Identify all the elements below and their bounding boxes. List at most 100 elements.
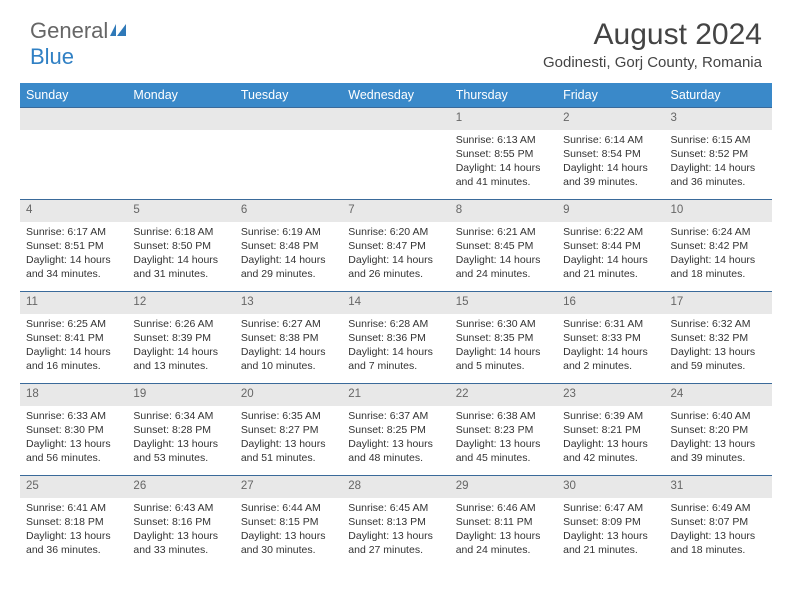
daylight-text: Daylight: 14 hours and 10 minutes. [241,345,336,373]
sunrise-text: Sunrise: 6:45 AM [348,501,443,515]
sunset-text: Sunset: 8:47 PM [348,239,443,253]
day-info-row: Sunrise: 6:13 AMSunset: 8:55 PMDaylight:… [20,130,772,200]
day-info-cell: Sunrise: 6:28 AMSunset: 8:36 PMDaylight:… [342,314,449,384]
day-number-row: 25262728293031 [20,476,772,498]
daylight-text: Daylight: 14 hours and 2 minutes. [563,345,658,373]
day-info-cell: Sunrise: 6:26 AMSunset: 8:39 PMDaylight:… [127,314,234,384]
weekday-header: Tuesday [235,83,342,108]
sunrise-text: Sunrise: 6:37 AM [348,409,443,423]
daylight-text: Daylight: 13 hours and 39 minutes. [671,437,766,465]
logo-flag-icon [110,18,130,43]
day-info-cell: Sunrise: 6:37 AMSunset: 8:25 PMDaylight:… [342,406,449,476]
day-number-cell [20,108,127,130]
day-info-cell: Sunrise: 6:43 AMSunset: 8:16 PMDaylight:… [127,498,234,568]
sunset-text: Sunset: 8:54 PM [563,147,658,161]
daylight-text: Daylight: 14 hours and 26 minutes. [348,253,443,281]
day-number-cell: 29 [450,476,557,498]
day-number-row: 45678910 [20,200,772,222]
sunset-text: Sunset: 8:07 PM [671,515,766,529]
day-info-cell: Sunrise: 6:25 AMSunset: 8:41 PMDaylight:… [20,314,127,384]
day-info-cell [342,130,449,200]
daylight-text: Daylight: 13 hours and 42 minutes. [563,437,658,465]
daylight-text: Daylight: 14 hours and 36 minutes. [671,161,766,189]
sunset-text: Sunset: 8:15 PM [241,515,336,529]
day-info-cell: Sunrise: 6:46 AMSunset: 8:11 PMDaylight:… [450,498,557,568]
day-info-row: Sunrise: 6:17 AMSunset: 8:51 PMDaylight:… [20,222,772,292]
day-number-cell: 31 [665,476,772,498]
day-number-cell: 8 [450,200,557,222]
sunrise-text: Sunrise: 6:34 AM [133,409,228,423]
sunset-text: Sunset: 8:13 PM [348,515,443,529]
sunset-text: Sunset: 8:27 PM [241,423,336,437]
calendar-body: 123Sunrise: 6:13 AMSunset: 8:55 PMDaylig… [20,108,772,568]
day-number-cell: 26 [127,476,234,498]
daylight-text: Daylight: 13 hours and 24 minutes. [456,529,551,557]
sunrise-text: Sunrise: 6:49 AM [671,501,766,515]
day-info-cell: Sunrise: 6:27 AMSunset: 8:38 PMDaylight:… [235,314,342,384]
page-header: General Blue August 2024 Godinesti, Gorj… [0,0,792,77]
sunrise-text: Sunrise: 6:14 AM [563,133,658,147]
weekday-header: Saturday [665,83,772,108]
sunrise-text: Sunrise: 6:39 AM [563,409,658,423]
day-number-row: 11121314151617 [20,292,772,314]
sunset-text: Sunset: 8:52 PM [671,147,766,161]
sunset-text: Sunset: 8:16 PM [133,515,228,529]
day-number-row: 123 [20,108,772,130]
day-info-row: Sunrise: 6:25 AMSunset: 8:41 PM Daylight:… [20,314,772,384]
day-info-row: Sunrise: 6:41 AMSunset: 8:18 PMDaylight:… [20,498,772,568]
sunrise-text: Sunrise: 6:25 AM [26,317,121,331]
day-number-cell: 20 [235,384,342,406]
daylight-text: Daylight: 14 hours and 5 minutes. [456,345,551,373]
sunrise-text: Sunrise: 6:15 AM [671,133,766,147]
sunset-text: Sunset: 8:44 PM [563,239,658,253]
daylight-text: Daylight: 13 hours and 48 minutes. [348,437,443,465]
sunrise-text: Sunrise: 6:31 AM [563,317,658,331]
weekday-header-row: Sunday Monday Tuesday Wednesday Thursday… [20,83,772,108]
weekday-header: Sunday [20,83,127,108]
sunrise-text: Sunrise: 6:20 AM [348,225,443,239]
day-number-cell: 11 [20,292,127,314]
day-number-cell: 22 [450,384,557,406]
calendar: Sunday Monday Tuesday Wednesday Thursday… [0,77,792,568]
sunrise-text: Sunrise: 6:40 AM [671,409,766,423]
day-info-cell [235,130,342,200]
sunset-text: Sunset: 8:38 PM [241,331,336,345]
day-number-cell: 15 [450,292,557,314]
sunrise-text: Sunrise: 6:41 AM [26,501,121,515]
day-info-cell: Sunrise: 6:35 AMSunset: 8:27 PMDaylight:… [235,406,342,476]
day-number-cell: 28 [342,476,449,498]
sunrise-text: Sunrise: 6:44 AM [241,501,336,515]
sunset-text: Sunset: 8:41 PM [26,331,121,345]
day-number-cell: 1 [450,108,557,130]
sunrise-text: Sunrise: 6:43 AM [133,501,228,515]
sunset-text: Sunset: 8:09 PM [563,515,658,529]
sunrise-text: Sunrise: 6:46 AM [456,501,551,515]
day-number-cell: 27 [235,476,342,498]
day-info-cell: Sunrise: 6:13 AMSunset: 8:55 PMDaylight:… [450,130,557,200]
daylight-text: Daylight: 13 hours and 33 minutes. [133,529,228,557]
day-info-cell: Sunrise: 6:33 AMSunset: 8:30 PMDaylight:… [20,406,127,476]
sunrise-text: Sunrise: 6:19 AM [241,225,336,239]
sunrise-text: Sunrise: 6:17 AM [26,225,121,239]
day-info-cell [20,130,127,200]
daylight-text: Daylight: 13 hours and 30 minutes. [241,529,336,557]
day-info-cell: Sunrise: 6:47 AMSunset: 8:09 PMDaylight:… [557,498,664,568]
day-number-cell: 19 [127,384,234,406]
sunrise-text: Sunrise: 6:18 AM [133,225,228,239]
title-block: August 2024 Godinesti, Gorj County, Roma… [543,18,762,71]
day-number-cell: 17 [665,292,772,314]
day-info-cell: Sunrise: 6:20 AMSunset: 8:47 PMDaylight:… [342,222,449,292]
sunset-text: Sunset: 8:30 PM [26,423,121,437]
daylight-text: Daylight: 14 hours and 21 minutes. [563,253,658,281]
daylight-text: Daylight: 14 hours and 34 minutes. [26,253,121,281]
day-number-row: 18192021222324 [20,384,772,406]
daylight-text: Daylight: 13 hours and 56 minutes. [26,437,121,465]
daylight-text: Daylight: 14 hours and 13 minutes. [133,345,228,373]
day-number-cell [342,108,449,130]
sunset-text: Sunset: 8:51 PM [26,239,121,253]
day-number-cell: 30 [557,476,664,498]
sunrise-text: Sunrise: 6:22 AM [563,225,658,239]
weekday-header: Monday [127,83,234,108]
day-info-cell: Sunrise: 6:34 AMSunset: 8:28 PMDaylight:… [127,406,234,476]
day-number-cell: 13 [235,292,342,314]
